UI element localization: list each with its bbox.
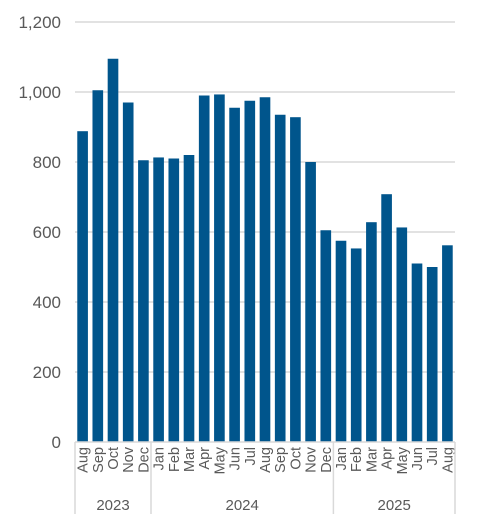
x-tick-label: Jul [243,447,259,466]
bar [183,155,195,442]
x-tick-label: Apr [197,447,213,470]
x-tick-label: Mar [364,447,380,472]
bar [77,131,88,442]
x-tick-label: Jan [152,447,168,470]
bar [350,248,362,442]
x-tick-label: Jun [410,447,426,470]
x-tick-label: Apr [380,447,396,470]
x-tick-label: Jun [228,447,244,470]
x-tick-label: Nov [121,446,137,473]
year-label: 2024 [226,497,259,514]
bar [320,230,332,442]
y-tick-label: 800 [33,153,61,172]
bar [153,157,164,442]
bar [107,58,119,442]
year-label: 2023 [96,497,129,514]
y-tick-label: 1,000 [18,83,61,102]
bar [122,102,134,442]
x-axis: Aug Sep Oct Nov Dec Jan Feb Mar Apr May Jun Jul Aug S… [74,441,456,514]
bar [244,100,256,442]
y-tick-label: 400 [33,293,61,312]
bar [366,222,377,442]
x-tick-label: Dec [319,447,335,473]
x-tick-label: Oct [106,447,122,470]
x-tick-label: Feb [167,447,183,472]
bar [168,158,180,442]
bar [426,267,438,442]
x-tick-label: May [395,446,411,474]
bar [290,117,301,442]
y-axis-ticks: 0 200 400 600 800 1,000 1,200 [18,13,61,452]
x-tick-label: Jul [425,447,441,466]
x-tick-label: Mar [182,447,198,472]
y-tick-label: 0 [52,433,61,452]
bars [77,58,453,442]
bar [92,90,104,442]
bar [335,240,347,442]
bar [138,160,149,442]
bar [396,227,408,442]
y-tick-label: 1,200 [18,13,61,32]
bar [259,97,271,442]
x-tick-label: Aug [258,447,274,473]
x-tick-label: May [212,446,228,474]
x-tick-label: Nov [304,446,320,473]
x-tick-label: Aug [76,447,92,473]
year-label: 2025 [378,497,411,514]
x-tick-label: Jan [334,447,350,470]
y-tick-label: 600 [33,223,61,242]
y-tick-label: 200 [33,363,61,382]
bar [214,94,225,442]
bar [274,114,286,442]
x-tick-label: Feb [349,447,365,472]
x-tick-label: Dec [136,447,152,473]
x-tick-label: Sep [91,447,107,473]
bar [229,107,240,442]
x-tick-label: Sep [273,447,289,473]
bar [198,95,210,442]
x-tick-label: Oct [288,447,304,470]
bar [442,245,453,442]
x-tick-label: Aug [440,447,456,473]
bar [411,263,423,442]
bar [381,194,392,442]
bar [305,162,316,442]
